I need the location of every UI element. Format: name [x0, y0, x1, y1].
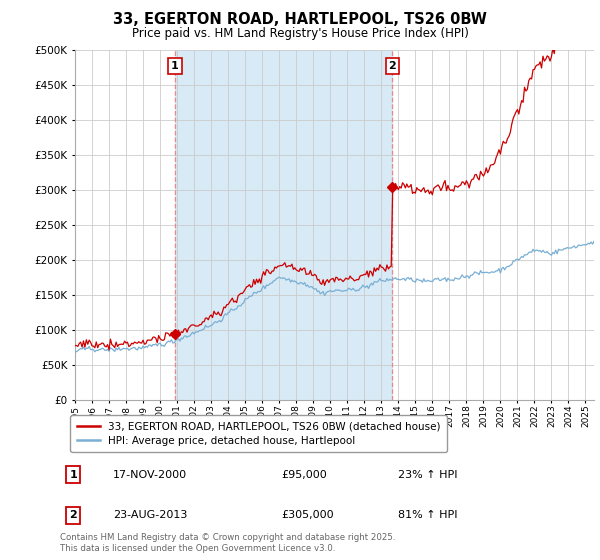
Legend: 33, EGERTON ROAD, HARTLEPOOL, TS26 0BW (detached house), HPI: Average price, det: 33, EGERTON ROAD, HARTLEPOOL, TS26 0BW (…: [70, 415, 447, 452]
Text: Price paid vs. HM Land Registry's House Price Index (HPI): Price paid vs. HM Land Registry's House …: [131, 27, 469, 40]
Text: 81% ↑ HPI: 81% ↑ HPI: [398, 510, 457, 520]
Text: 33, EGERTON ROAD, HARTLEPOOL, TS26 0BW: 33, EGERTON ROAD, HARTLEPOOL, TS26 0BW: [113, 12, 487, 27]
Text: 2: 2: [388, 61, 396, 71]
Bar: [175, 50, 392, 400]
Text: £95,000: £95,000: [282, 470, 328, 479]
Text: £305,000: £305,000: [282, 510, 334, 520]
Text: 1: 1: [70, 470, 77, 479]
Text: 1: 1: [171, 61, 179, 71]
Text: 2: 2: [70, 510, 77, 520]
Text: 23% ↑ HPI: 23% ↑ HPI: [398, 470, 457, 479]
Text: Contains HM Land Registry data © Crown copyright and database right 2025.
This d: Contains HM Land Registry data © Crown c…: [60, 533, 395, 553]
Text: 23-AUG-2013: 23-AUG-2013: [113, 510, 187, 520]
Text: 17-NOV-2000: 17-NOV-2000: [113, 470, 187, 479]
